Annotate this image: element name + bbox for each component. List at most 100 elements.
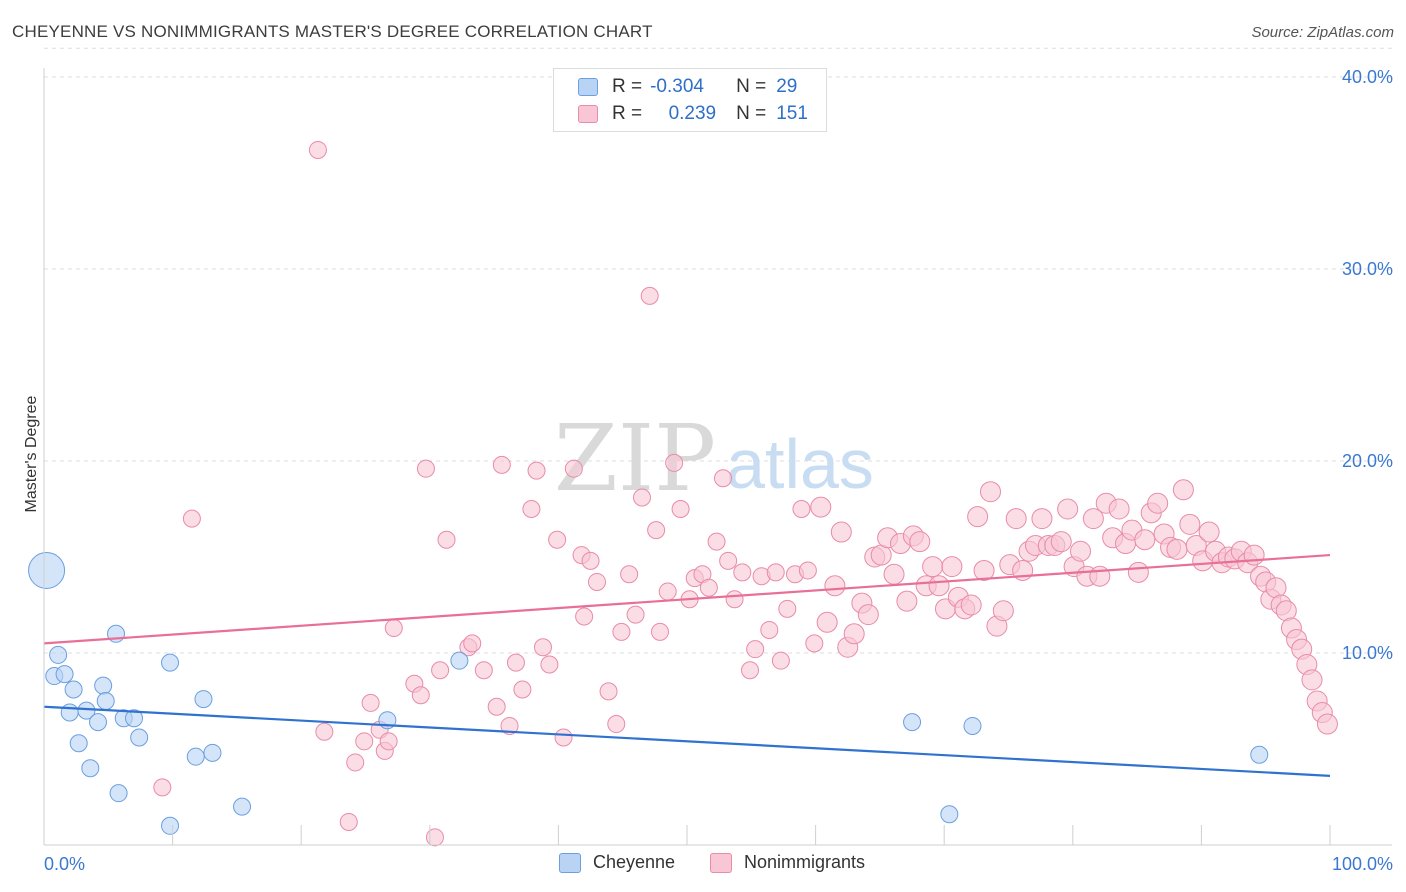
nonimmigrants-point <box>778 599 797 618</box>
nonimmigrants-point <box>671 500 690 518</box>
nonimmigrants-point <box>1172 479 1194 501</box>
chart-source: Source: ZipAtlas.com <box>1251 24 1394 41</box>
nonimmigrants-point <box>699 578 718 597</box>
nonimmigrants-point <box>506 653 525 672</box>
nonimmigrants-point <box>463 634 482 653</box>
nonimmigrants-point <box>810 496 832 518</box>
nonimmigrants-point <box>640 286 659 305</box>
axis-layer: 10.0% 20.0% 30.0% 40.0% 0.0% 100.0% <box>43 67 1393 874</box>
cheyenne-legend-label: Cheyenne <box>593 852 676 872</box>
cheyenne-point <box>161 816 180 835</box>
x-tick-label: 100.0% <box>1332 854 1393 874</box>
nonimmigrants-point <box>554 728 573 747</box>
points-layer <box>28 140 1338 847</box>
nonimmigrants-point <box>1147 492 1169 514</box>
nonimmigrants-point <box>474 661 493 680</box>
cheyenne-point <box>89 713 108 732</box>
cheyenne-point <box>28 551 66 589</box>
nonimmigrants-point <box>979 481 1001 503</box>
nonimmigrants-point <box>766 563 785 582</box>
nonimmigrants-point <box>798 561 817 580</box>
nonimmigrants-point <box>1134 529 1156 551</box>
nonimmigrants-point <box>1166 538 1188 560</box>
cheyenne-point <box>96 692 115 710</box>
nonimmigrants-point <box>411 686 430 705</box>
nonimmigrants-point <box>1243 544 1265 566</box>
nonimmigrants-point <box>771 651 790 670</box>
nonimmigrants-point <box>533 638 552 657</box>
cheyenne-point <box>94 676 113 695</box>
nonimmigrants-point <box>1082 508 1104 530</box>
nonimmigrants-point <box>346 753 365 772</box>
cheyenne-n-value: 29 <box>776 76 798 97</box>
nonimmigrants-point <box>361 693 380 712</box>
bottom-legend-nonimmigrants[interactable]: Nonimmigrants <box>710 852 865 873</box>
nonimmigrants-point <box>992 600 1014 622</box>
cheyenne-point <box>64 680 83 699</box>
nonimmigrants-point <box>1108 498 1130 520</box>
nonimmigrants-point <box>425 828 444 847</box>
nonimmigrants-point <box>843 623 865 645</box>
y-tick-label: 40.0% <box>1342 67 1393 87</box>
nonimmigrants-point <box>816 611 838 633</box>
nonimmigrants-point <box>1301 669 1323 691</box>
bottom-legend-cheyenne[interactable]: Cheyenne <box>559 852 675 873</box>
cheyenne-point <box>186 747 205 766</box>
nonimmigrants-point <box>792 500 811 518</box>
nonimmigrants-point <box>612 622 631 641</box>
nonimmigrants-point <box>437 530 456 549</box>
cheyenne-point <box>55 665 74 684</box>
cheyenne-point <box>130 728 149 747</box>
nonimmigrants-point <box>1198 521 1220 543</box>
cheyenne-point <box>903 713 922 732</box>
nonimmigrants-point <box>513 680 532 699</box>
nonimmigrants-point <box>522 500 541 518</box>
y-tick-label: 30.0% <box>1342 259 1393 279</box>
y-tick-label: 20.0% <box>1342 451 1393 471</box>
legend-row-nonimmigrants: R = 0.239 N = 151 <box>578 103 808 125</box>
nonimmigrants-point <box>733 563 752 582</box>
cheyenne-r-value: -0.304 <box>650 76 704 97</box>
nonimmigrants-trend-line <box>43 553 1331 645</box>
nonimmigrants-point <box>1005 508 1027 530</box>
correlation-legend: R = -0.304 N = 29 R = 0.239 N = 151 <box>553 68 827 132</box>
nonimmigrants-point <box>599 682 618 701</box>
nonimmigrants-point <box>1057 498 1079 520</box>
nonimmigrants-n-value: 151 <box>776 103 808 124</box>
nonimmigrants-point <box>830 521 852 543</box>
nonimmigrants-point <box>500 716 519 735</box>
nonimmigrants-point <box>650 622 669 641</box>
nonimmigrants-point <box>620 565 639 584</box>
nonimmigrants-point <box>1089 565 1111 587</box>
nonimmigrants-point <box>315 722 334 741</box>
nonimmigrants-legend-label: Nonimmigrants <box>744 852 866 872</box>
nonimmigrants-point <box>658 582 677 601</box>
chart-title: CHEYENNE VS NONIMMIGRANTS MASTER'S DEGRE… <box>12 22 653 41</box>
nonimmigrants-point <box>564 459 583 478</box>
nonimmigrants-point <box>928 575 950 597</box>
nonimmigrants-point <box>967 506 989 528</box>
cheyenne-point <box>77 701 96 720</box>
cheyenne-point <box>194 690 213 709</box>
nonimmigrants-r-label: R = <box>612 103 643 124</box>
cheyenne-legend-swatch <box>559 852 581 873</box>
x-tick-label: 0.0% <box>44 854 85 874</box>
nonimmigrants-point <box>632 488 651 507</box>
nonimmigrants-point <box>973 559 995 581</box>
nonimmigrants-point <box>308 140 327 159</box>
nonimmigrants-r-value: 0.239 <box>668 103 717 124</box>
nonimmigrants-point <box>540 655 559 674</box>
nonimmigrants-point <box>607 715 626 734</box>
cheyenne-point <box>109 784 128 803</box>
nonimmigrants-point <box>487 697 506 716</box>
nonimmigrants-point <box>960 594 982 616</box>
nonimmigrants-point <box>857 604 879 626</box>
nonimmigrants-point <box>647 521 666 540</box>
y-axis-label: Master's Degree <box>23 395 40 513</box>
nonimmigrants-point <box>922 556 944 578</box>
cheyenne-point <box>81 759 100 778</box>
nonimmigrants-point <box>1179 513 1201 535</box>
nonimmigrants-point <box>1127 561 1149 583</box>
trend-layer <box>43 553 1331 777</box>
nonimmigrants-point <box>575 607 594 626</box>
